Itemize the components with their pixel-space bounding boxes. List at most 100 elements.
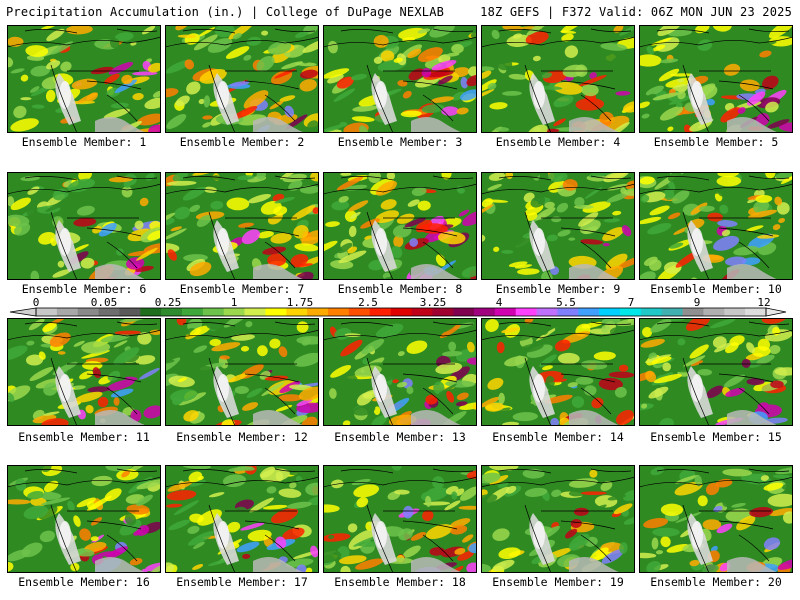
chart-title: Precipitation Accumulation (in.) | Colle…: [6, 5, 445, 19]
colorbar-tick-label: 1.75: [286, 296, 314, 309]
colorbar-swatch: [682, 308, 704, 316]
colorbar-swatch: [161, 308, 183, 316]
colorbar-min-arrow: [9, 307, 37, 317]
ensemble-member-caption: Ensemble Member: 4: [495, 135, 621, 149]
ensemble-member-caption: Ensemble Member: 17: [176, 575, 308, 589]
ensemble-member-caption: Ensemble Member: 2: [179, 135, 305, 149]
colorbar-tick-label: 12: [757, 296, 771, 309]
colorbar-swatch: [578, 308, 600, 316]
colorbar-swatch: [348, 308, 371, 316]
colorbar-swatch: [119, 308, 141, 316]
ensemble-member-map: [323, 318, 477, 426]
colorbar-swatch: [265, 308, 287, 316]
colorbar-swatch: [494, 308, 517, 316]
ensemble-member-caption: Ensemble Member: 15: [650, 430, 782, 444]
precipitation-colorbar: [9, 307, 787, 317]
ensemble-member-caption: Ensemble Member: 16: [18, 575, 150, 589]
precip-map-svg: [639, 25, 793, 133]
colorbar-swatch: [703, 308, 725, 316]
colorbar-tick-label: 0: [32, 296, 40, 309]
colorbar-swatch: [724, 308, 746, 316]
ensemble-member-map: [165, 172, 319, 280]
precip-map-svg: [7, 465, 161, 573]
colorbar-swatch: [411, 308, 433, 316]
ensemble-member-map: [639, 25, 793, 133]
ensemble-member-map: [481, 465, 635, 573]
colorbar-swatch: [536, 308, 558, 316]
precip-map-svg: [165, 465, 319, 573]
colorbar-swatch: [661, 308, 683, 316]
precip-map-svg: [165, 318, 319, 426]
colorbar-swatch: [307, 308, 329, 316]
ensemble-member-caption: Ensemble Member: 8: [337, 282, 463, 296]
colorbar-swatch: [223, 308, 245, 316]
precip-map-svg: [7, 172, 161, 280]
colorbar-swatch: [182, 308, 204, 316]
ensemble-member-map: [165, 465, 319, 573]
colorbar-swatch: [140, 308, 162, 316]
precip-map-svg: [7, 318, 161, 426]
colorbar-tick-label: 0.05: [90, 296, 118, 309]
ensemble-member-caption: Ensemble Member: 20: [650, 575, 782, 589]
colorbar-swatch: [474, 308, 496, 316]
precip-map-svg: [165, 25, 319, 133]
ensemble-member-caption: Ensemble Member: 18: [334, 575, 466, 589]
colorbar-swatch: [98, 308, 120, 316]
ensemble-member-map: [639, 465, 793, 573]
precip-map-svg: [639, 318, 793, 426]
precip-map-svg: [481, 172, 635, 280]
colorbar-swatch: [286, 308, 308, 316]
precip-map-svg: [639, 172, 793, 280]
colorbar-tick-label: 4: [495, 296, 503, 309]
ensemble-member-caption: Ensemble Member: 6: [21, 282, 147, 296]
model-run-info: 18Z GEFS | F372 Valid: 06Z MON JUN 23 20…: [480, 5, 792, 19]
colorbar-max-arrow: [765, 307, 787, 317]
precip-map-svg: [481, 318, 635, 426]
ensemble-member-map: [7, 465, 161, 573]
ensemble-member-map: [7, 25, 161, 133]
colorbar-swatch: [640, 308, 663, 316]
colorbar-swatch: [515, 308, 537, 316]
colorbar-swatch: [620, 308, 642, 316]
precip-map-svg: [7, 25, 161, 133]
ensemble-member-caption: Ensemble Member: 14: [492, 430, 624, 444]
colorbar-tick-label: 3.25: [419, 296, 447, 309]
ensemble-member-map: [165, 25, 319, 133]
ensemble-member-map: [639, 172, 793, 280]
ensemble-member-caption: Ensemble Member: 11: [18, 430, 150, 444]
colorbar-tick-label: 2.5: [358, 296, 378, 309]
ensemble-member-caption: Ensemble Member: 19: [492, 575, 624, 589]
colorbar-swatch: [557, 308, 579, 316]
ensemble-member-caption: Ensemble Member: 9: [495, 282, 621, 296]
precip-map-svg: [481, 25, 635, 133]
ensemble-member-map: [481, 25, 635, 133]
colorbar-swatch: [328, 308, 350, 316]
precip-map-svg: [323, 318, 477, 426]
ensemble-member-caption: Ensemble Member: 13: [334, 430, 466, 444]
ensemble-member-map: [7, 318, 161, 426]
colorbar-swatch: [745, 308, 767, 316]
ensemble-member-map: [481, 318, 635, 426]
precip-map-svg: [165, 172, 319, 280]
colorbar-swatch: [202, 308, 225, 316]
colorbar-tick-label: 0.25: [154, 296, 182, 309]
ensemble-member-caption: Ensemble Member: 3: [337, 135, 463, 149]
colorbar-swatch: [432, 308, 454, 316]
ensemble-member-map: [639, 318, 793, 426]
ensemble-member-caption: Ensemble Member: 10: [650, 282, 782, 296]
colorbar-swatch: [56, 308, 79, 316]
colorbar-swatch: [244, 308, 266, 316]
ensemble-member-caption: Ensemble Member: 5: [653, 135, 779, 149]
precip-map-svg: [639, 465, 793, 573]
colorbar-swatch: [369, 308, 391, 316]
colorbar-swatch: [390, 308, 412, 316]
precip-map-svg: [323, 25, 477, 133]
ensemble-member-caption: Ensemble Member: 12: [176, 430, 308, 444]
precip-map-svg: [481, 465, 635, 573]
ensemble-member-caption: Ensemble Member: 7: [179, 282, 305, 296]
precip-map-svg: [323, 465, 477, 573]
colorbar-tick-label: 9: [693, 296, 701, 309]
colorbar-swatch: [36, 308, 58, 316]
ensemble-member-map: [7, 172, 161, 280]
colorbar-swatch: [453, 308, 475, 316]
